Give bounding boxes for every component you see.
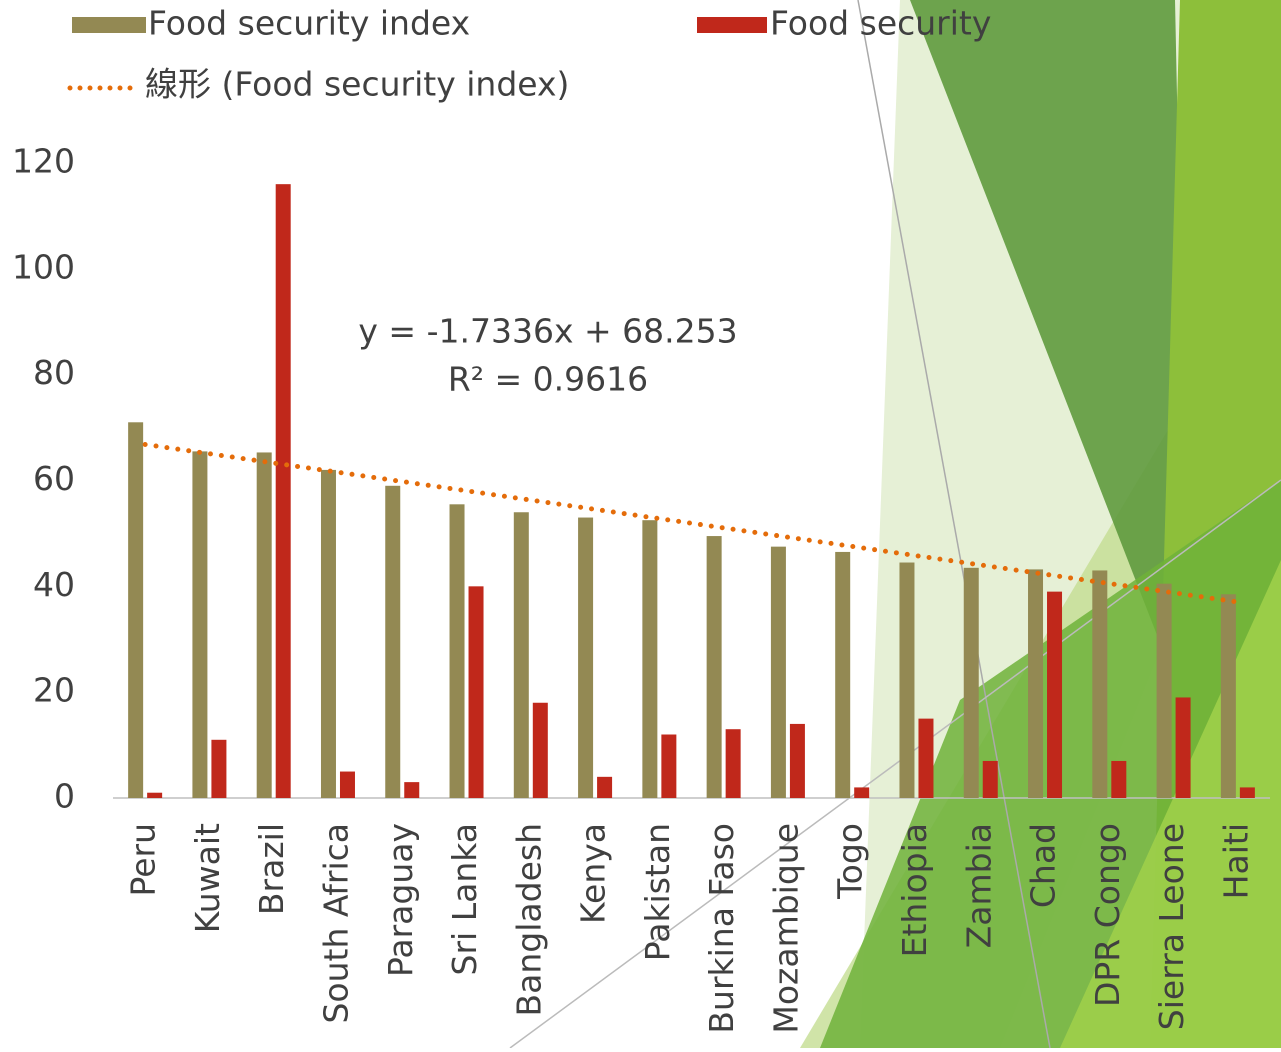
x-tick-label: Sri Lanka [445,823,484,975]
y-tick-label: 100 [12,247,75,286]
bar [339,771,355,798]
x-tick-label: Pakistan [638,823,677,961]
x-tick-label: Haiti [1216,823,1255,899]
x-tick-label: Togo [831,823,870,900]
x-tick-label: Zambia [959,823,998,948]
bar [513,512,529,798]
x-tick-label: Peru [124,823,163,897]
bar [449,504,465,798]
bar [468,586,484,798]
bar [1028,569,1044,798]
bar [1092,570,1108,798]
bar [963,567,979,798]
legend-label: Food security index [148,4,470,43]
x-tick-label: Brazil [252,823,291,915]
bar [211,739,227,798]
x-tick-label: Mozambique [766,823,805,1034]
y-tick-label: 0 [54,777,75,816]
bar [385,485,401,798]
bar [1111,760,1127,798]
bar [532,702,548,798]
bar [147,792,163,798]
decor-line [857,0,1051,1049]
decor-shape [910,0,1190,720]
y-tick-label: 80 [33,353,75,392]
bar [1156,583,1172,798]
bar [128,422,144,798]
bar [835,551,851,798]
bar [770,546,786,798]
legend-label: 線形 (Food security index) [145,65,569,104]
x-tick-label: Paraguay [381,823,420,977]
bar [661,734,677,798]
bar [725,729,741,798]
x-tick-label: Sierra Leone [1152,823,1191,1030]
legend-swatch [72,17,146,33]
y-tick-label: 60 [33,459,75,498]
bar [404,782,420,798]
x-tick-label: South Africa [316,823,355,1024]
bar [1047,591,1063,798]
x-tick-label: Ethiopia [895,823,934,957]
bar [578,517,594,798]
y-tick-label: 120 [12,142,75,181]
legend: Food security index Food security 線形 (Fo… [145,4,991,104]
legend-swatch [697,17,767,33]
bar [256,452,272,798]
y-tick-label: 40 [33,565,75,604]
trendline [142,441,1241,605]
bar [597,776,613,798]
bar [275,184,291,798]
bar [192,451,208,798]
bar [854,787,870,798]
x-tick-label: Bangladesh [509,823,548,1016]
bar [918,718,934,798]
legend-label: Food security [770,4,991,43]
y-tick-label: 20 [33,671,75,710]
decor-line [509,479,1281,1049]
bar [320,469,336,798]
trend-equation: y = -1.7336x + 68.253 [358,312,737,351]
trend-r-squared: R² = 0.9616 [448,360,648,399]
x-tick-label: Chad [1024,823,1063,908]
x-tick-label: Burkina Faso [702,823,741,1034]
bar [1239,787,1255,798]
bar [642,520,658,798]
x-tick-label: Kenya [574,823,613,924]
x-tick-label: DPR Congo [1088,823,1127,1007]
bar [789,723,805,798]
bar [982,760,998,798]
bar [1175,697,1191,798]
bar [899,562,915,798]
bar [1220,594,1236,798]
bar [706,536,722,798]
x-tick-label: Kuwait [188,823,227,933]
